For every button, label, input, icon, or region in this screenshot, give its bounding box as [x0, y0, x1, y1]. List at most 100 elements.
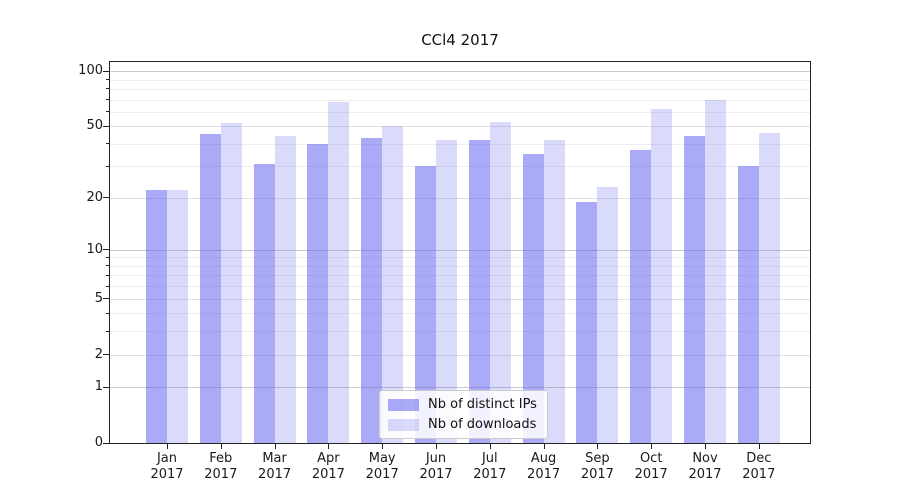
bar-downloads-apr: [328, 101, 350, 443]
y-minor-tick-40: [106, 143, 109, 145]
x-label-year-apr: 2017: [311, 467, 345, 482]
bar-downloads-dec: [758, 132, 780, 443]
bar-distinct-ips-jan: [146, 190, 167, 443]
gridline-y-6: [110, 286, 810, 288]
y-tick-label-1: 1: [94, 379, 103, 395]
x-tick-label-jun: Jun 2017: [406, 451, 466, 483]
gridline-y-100: [110, 71, 810, 72]
gridline-y-3: [110, 331, 810, 333]
bar-downloads-feb: [220, 123, 242, 443]
chart-title: CCl4 2017: [421, 31, 499, 49]
y-minor-tick-90: [106, 79, 109, 80]
x-label-month-feb: Feb: [209, 451, 233, 466]
gridline-y-50: [110, 126, 810, 128]
gridline-y-5: [110, 298, 810, 300]
x-tick-label-feb: Feb 2017: [191, 451, 251, 483]
y-tick-100: [103, 70, 109, 72]
y-minor-tick-60: [106, 111, 109, 113]
x-label-month-nov: Nov: [692, 451, 718, 466]
bar-distinct-ips-dec: [737, 166, 759, 443]
y-minor-tick-80: [106, 88, 109, 90]
gridline-y-80: [110, 88, 810, 90]
legend-swatch-distinct-ips: [388, 398, 419, 411]
x-label-month-aug: Aug: [530, 451, 557, 466]
bar-distinct-ips-may: [361, 138, 383, 443]
bar-distinct-ips-apr: [307, 143, 329, 443]
y-tick-label-0: 0: [94, 435, 103, 450]
legend: Nb of distinct IPs Nb of downloads: [379, 390, 548, 439]
gridline-y-4: [110, 313, 810, 315]
y-minor-tick-70: [106, 99, 109, 100]
y-minor-tick-5: [106, 298, 109, 300]
bar-distinct-ips-aug: [522, 154, 544, 443]
x-tick-aug: [543, 444, 545, 449]
x-label-year-dec: 2017: [742, 467, 776, 482]
bar-distinct-ips-nov: [684, 136, 705, 443]
gridline-y-10: [110, 249, 810, 251]
y-tick-label-100: 100: [78, 63, 103, 78]
x-tick-jun: [436, 444, 437, 449]
x-tick-may: [382, 444, 384, 449]
x-tick-jul: [489, 444, 491, 449]
x-tick-label-may: May 2017: [352, 451, 412, 483]
x-label-year-nov: 2017: [688, 467, 722, 482]
y-tick-label-50: 50: [86, 118, 103, 134]
y-minor-tick-4: [106, 312, 109, 314]
legend-label-downloads: Nb of downloads: [428, 417, 537, 432]
y-minor-tick-7: [106, 274, 109, 276]
y-minor-tick-50: [106, 125, 109, 127]
plot-area: [109, 61, 811, 444]
y-tick-0: [103, 442, 109, 444]
bar-downloads-sep: [597, 186, 619, 443]
x-tick-nov: [705, 444, 706, 449]
x-tick-label-nov: Nov 2017: [675, 451, 735, 483]
bar-distinct-ips-sep: [576, 201, 598, 443]
x-label-month-mar: Mar: [262, 451, 287, 466]
x-tick-dec: [758, 444, 760, 449]
x-label-year-may: 2017: [365, 467, 399, 482]
y-minor-tick-20: [106, 197, 109, 199]
x-tick-apr: [328, 444, 330, 449]
x-tick-label-sep: Sep 2017: [567, 451, 627, 483]
y-minor-tick-9: [106, 256, 109, 258]
legend-label-distinct-ips: Nb of distinct IPs: [428, 397, 537, 412]
gridline-y-30: [110, 166, 810, 168]
x-tick-label-jul: Jul 2017: [460, 451, 520, 483]
x-tick-sep: [597, 444, 599, 449]
gridline-y-8: [110, 265, 810, 267]
x-label-year-jul: 2017: [473, 467, 507, 482]
bar-distinct-ips-oct: [630, 149, 652, 443]
x-tick-label-jan: Jan 2017: [137, 451, 197, 483]
y-minor-tick-3: [106, 330, 109, 332]
gridline-y-20: [110, 197, 810, 199]
y-tick-label-5: 5: [94, 290, 103, 306]
x-tick-jan: [167, 444, 168, 449]
x-label-year-mar: 2017: [258, 467, 292, 482]
y-minor-tick-8: [106, 265, 109, 267]
bar-distinct-ips-jun: [415, 166, 436, 443]
x-label-year-aug: 2017: [527, 467, 561, 482]
x-label-month-sep: Sep: [585, 451, 610, 466]
y-tick-1: [103, 386, 109, 388]
legend-item-downloads: Nb of downloads: [388, 417, 537, 432]
x-label-month-oct: Oct: [639, 451, 663, 466]
bar-distinct-ips-mar: [253, 163, 275, 443]
x-tick-label-dec: Dec 2017: [729, 451, 789, 483]
x-tick-mar: [274, 444, 276, 449]
bar-distinct-ips-jul: [468, 139, 490, 443]
bar-distinct-ips-feb: [199, 134, 221, 443]
x-label-year-jan: 2017: [150, 467, 184, 482]
gridline-y-2: [110, 354, 810, 356]
x-tick-label-apr: Apr 2017: [298, 451, 358, 483]
x-label-month-may: May: [368, 451, 396, 466]
x-label-year-sep: 2017: [580, 467, 614, 482]
gridline-y-1: [110, 387, 810, 389]
y-minor-tick-30: [106, 165, 109, 167]
x-tick-oct: [651, 444, 653, 449]
x-label-year-oct: 2017: [634, 467, 668, 482]
x-label-year-feb: 2017: [204, 467, 238, 482]
gridline-y-40: [110, 143, 810, 145]
x-label-month-jul: Jul: [481, 451, 498, 466]
x-tick-label-mar: Mar 2017: [245, 451, 305, 483]
